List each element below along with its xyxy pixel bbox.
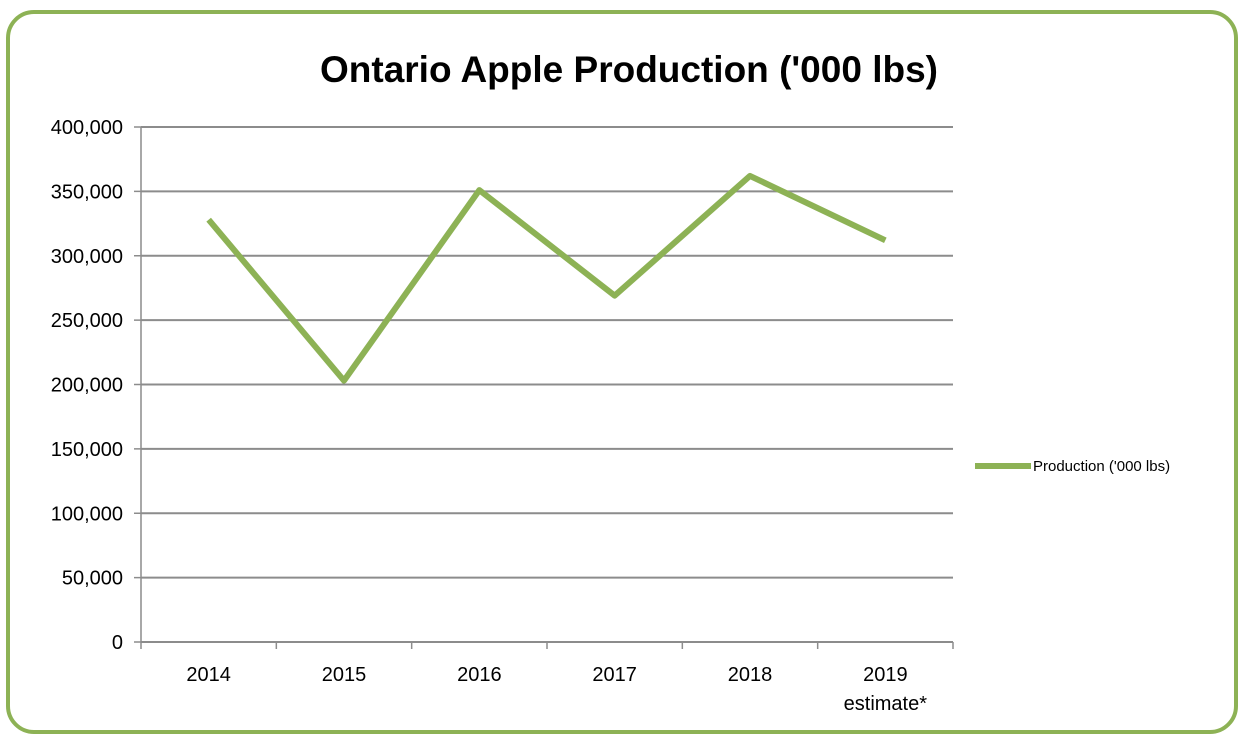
x-tick-label: 2016: [457, 664, 502, 686]
y-axis-tick-labels: 0 50,000 100,000 150,000 200,000 250,000 300,0…: [51, 117, 123, 654]
gridlines: [141, 126, 953, 579]
x-tick-label: 2018: [728, 664, 773, 686]
y-tick-label: 250,000: [51, 310, 123, 332]
y-tick-label: 100,000: [51, 503, 123, 525]
y-tick-label: 0: [112, 632, 123, 654]
x-tick-label: 2019 estimate*: [844, 664, 928, 715]
y-tick-label: 150,000: [51, 439, 123, 461]
y-tick-label: 350,000: [51, 181, 123, 203]
legend: Production ('000 lbs): [975, 458, 1170, 475]
y-tick-label: 50,000: [62, 568, 123, 590]
x-tick-label: 2014: [186, 664, 231, 686]
x-axis-tick-labels: 2014 2015 2016 2017 2018 2019 estimate*: [186, 664, 927, 715]
y-tick-label: 400,000: [51, 117, 123, 139]
legend-label: Production ('000 lbs): [1033, 458, 1170, 475]
axes: [134, 126, 954, 649]
y-tick-label: 200,000: [51, 375, 123, 397]
series-line: [206, 172, 887, 384]
x-tick-label: 2015: [322, 664, 367, 686]
chart-frame: [6, 10, 1238, 734]
chart-title: Ontario Apple Production ('000 lbs): [320, 49, 938, 90]
y-tick-label: 300,000: [51, 246, 123, 268]
series-layer: [206, 172, 887, 384]
x-tick-label: 2017: [592, 664, 637, 686]
